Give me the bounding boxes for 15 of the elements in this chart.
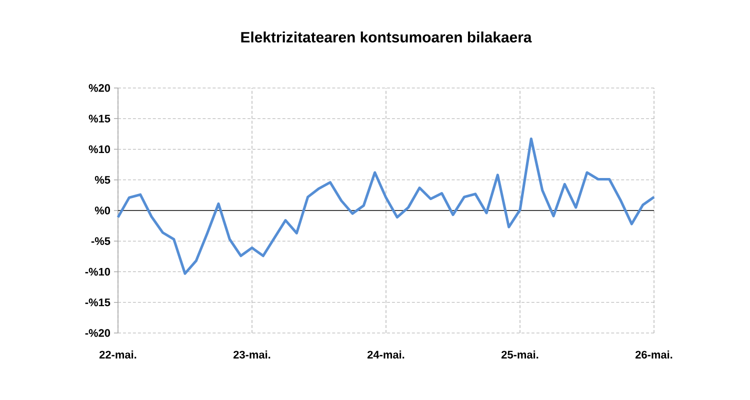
x-tick-label: 25-mai. bbox=[501, 350, 538, 359]
y-tick-label: %5 bbox=[94, 176, 110, 184]
chart-title: Elektrizitatearen kontsumoaren bilakaera bbox=[241, 32, 532, 42]
y-tick-label: %10 bbox=[88, 145, 110, 154]
y-tick-label: %0 bbox=[94, 206, 110, 214]
x-tick-label: 24-mai. bbox=[367, 350, 404, 359]
y-tick-label: -%20 bbox=[85, 329, 110, 337]
x-tick-label: 26-mai. bbox=[635, 350, 672, 359]
y-tick-label: -%10 bbox=[85, 268, 110, 276]
x-tick-label: 22-mai. bbox=[99, 350, 136, 359]
y-tick-label: -%15 bbox=[85, 298, 110, 306]
y-tick-label: -%5 bbox=[91, 237, 110, 245]
x-tick-label: 23-mai. bbox=[233, 350, 270, 359]
y-tick-label: %15 bbox=[88, 114, 110, 122]
y-tick-label: %20 bbox=[88, 84, 110, 92]
